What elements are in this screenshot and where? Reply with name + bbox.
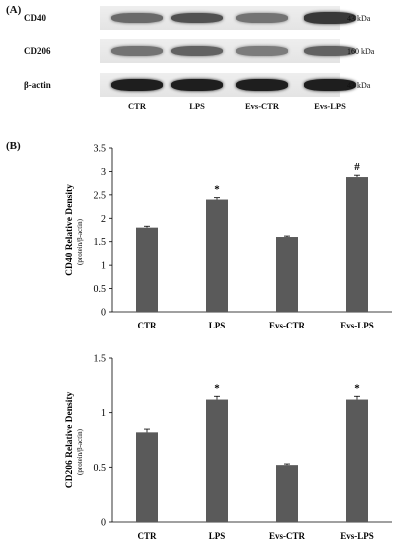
y-axis-sublabel: (protein/β-actin) (76, 428, 84, 475)
y-axis-label: CD206 Relative Density (65, 391, 75, 488)
blot-band (111, 12, 163, 24)
significance-marker: * (214, 382, 220, 394)
blot-band (304, 12, 356, 24)
bar (206, 399, 228, 522)
blot-size-label: 43 kDa (347, 81, 371, 90)
blot-band (111, 46, 163, 56)
x-tick-label: Evs-CTR (269, 321, 306, 328)
y-tick-label: 1 (101, 408, 106, 419)
x-tick-label: CTR (137, 531, 157, 541)
panel-b-label: (B) (6, 140, 21, 152)
x-tick-label: Evs-LPS (340, 321, 374, 328)
significance-marker: * (354, 382, 360, 394)
y-tick-label: 1.5 (94, 354, 107, 365)
cd40-bar-chart: 0 0.5 1 1.5 2 2.5 3 3.5 CTR * LPS Evs-CTR # Evs-LPS CD… (65, 144, 392, 328)
x-tick-label: LPS (209, 531, 226, 541)
x-tick-label: CTR (137, 321, 157, 328)
lane-label: Evs-LPS (314, 101, 346, 111)
y-tick-label: 2 (101, 214, 106, 225)
cd206-bar-chart: 0 0.5 1 1.5 CTR * LPS Evs-CTR * Evs-LPS CD206 Rela… (65, 354, 392, 541)
blot-band (111, 79, 163, 91)
blot-band (171, 79, 223, 91)
y-tick-label: 0.5 (94, 284, 107, 295)
lane-label: Evs-CTR (244, 101, 279, 111)
blot-band (304, 79, 356, 91)
y-axis-sublabel: (protein/β-actin) (76, 218, 84, 265)
x-tick-label: Evs-CTR (269, 531, 306, 541)
blot-band (171, 45, 223, 57)
x-tick-label: Evs-LPS (340, 531, 374, 541)
blot-strip-0 (100, 6, 356, 30)
y-tick-label: 0.5 (94, 463, 107, 474)
lane-label: LPS (189, 101, 205, 111)
y-tick-label: 3.5 (94, 144, 107, 155)
blot-strip-2 (100, 73, 356, 97)
bar (346, 177, 368, 312)
bar (206, 199, 228, 312)
panel-a-label: (A) (6, 4, 22, 16)
blot-band (171, 12, 223, 24)
bar (276, 465, 298, 522)
blot-label-0: CD40 (24, 13, 46, 23)
blot-label-2: β-actin (24, 80, 51, 90)
y-tick-label: 0 (101, 308, 106, 319)
blot-band (304, 45, 356, 57)
significance-marker: * (214, 184, 220, 196)
bar (346, 399, 368, 522)
blot-strip-1 (100, 39, 356, 63)
blot-band (236, 79, 288, 91)
y-tick-label: 1.5 (94, 237, 107, 248)
y-axis-label: CD40 Relative Density (65, 184, 75, 276)
bar (136, 432, 158, 522)
significance-marker: # (354, 161, 360, 173)
y-tick-label: 0 (101, 518, 106, 529)
blot-size-label: 160 kDa (347, 47, 375, 56)
y-tick-label: 3 (101, 167, 106, 178)
blot-band (236, 13, 288, 23)
y-tick-label: 2.5 (94, 190, 107, 201)
blot-band (236, 46, 288, 56)
blot-label-1: CD206 (24, 46, 51, 56)
lane-label: CTR (128, 101, 146, 111)
x-tick-label: LPS (209, 321, 226, 328)
bar (276, 237, 298, 312)
bar (136, 227, 158, 312)
y-tick-label: 1 (101, 261, 106, 272)
blot-size-label: 43 kDa (347, 14, 371, 23)
